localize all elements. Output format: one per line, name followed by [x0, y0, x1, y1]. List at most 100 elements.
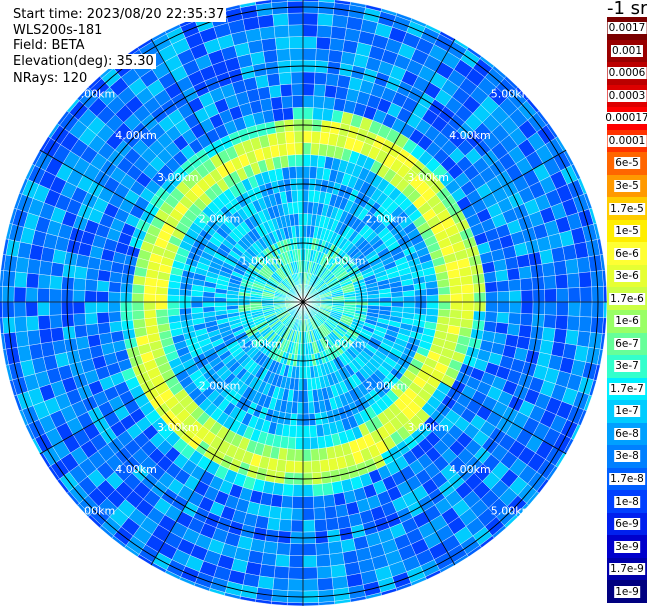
ppi-cell [277, 143, 288, 157]
ppi-cell [309, 436, 319, 450]
ppi-cell [270, 494, 283, 508]
ppi-cell [84, 312, 98, 325]
ppi-cell [496, 312, 510, 324]
ppi-cell [330, 564, 347, 578]
colorbar-swatch: 3e-6 [607, 264, 647, 288]
ppi-cell [318, 447, 329, 461]
ppi-cell [263, 49, 278, 64]
ppi-cell [287, 436, 297, 450]
colorbar-tick-label: 0.0003 [607, 89, 647, 102]
ppi-cell [108, 301, 121, 313]
ppi-cell [261, 37, 277, 52]
ppi-cell [520, 289, 534, 303]
ppi-cell [312, 483, 324, 497]
ppi-cell [302, 484, 314, 497]
start-time-text: Start time: 2023/08/20 22:35:37 [11, 7, 227, 22]
ppi-cell [259, 26, 276, 40]
ppi-cell [131, 301, 145, 312]
ppi-cell [302, 555, 318, 568]
ppi-cell [553, 260, 568, 276]
ppi-cell [27, 258, 41, 275]
ppi-cell [461, 292, 475, 303]
ppi-cell [144, 317, 158, 328]
ppi-cell [273, 565, 290, 580]
ppi-cell [426, 301, 439, 310]
ppi-cell [302, 578, 319, 592]
range-ring-label: 2.00km [366, 213, 408, 226]
ppi-cell [287, 0, 304, 2]
ppi-cell [579, 286, 593, 303]
ppi-cell [263, 540, 278, 555]
ppi-cell [391, 296, 404, 303]
ppi-cell [302, 189, 310, 202]
ppi-cell [143, 301, 156, 311]
colorbar-tick-label: 1.7e-6 [609, 292, 645, 305]
colorbar-swatch: 1e-7 [607, 400, 647, 424]
ppi-cell [297, 390, 304, 403]
ppi-cell [295, 154, 304, 167]
ppi-cell [271, 0, 288, 3]
colorbar-tick-label: 1e-7 [614, 405, 640, 418]
ppi-cell [302, 343, 306, 356]
ppi-cell [367, 297, 380, 303]
ppi-cell [302, 425, 311, 438]
ppi-cell [302, 107, 314, 120]
colorbar-tick-label: 0.00017 [604, 112, 647, 125]
colorbar-swatch: 0.0003 [607, 84, 647, 108]
ppi-cell [75, 335, 90, 351]
ppi-cell [495, 269, 509, 282]
colorbar-swatch: 3e-9 [607, 535, 647, 559]
ppi-cell [167, 301, 180, 310]
ppi-cell [287, 154, 297, 168]
ppi-cell [543, 314, 557, 329]
ppi-cell [324, 84, 338, 99]
ppi-cell [316, 554, 331, 568]
ppi-cell [190, 301, 203, 309]
ppi-cell [461, 310, 475, 321]
ppi-cell [0, 317, 4, 334]
range-ring-label: 2.00km [199, 213, 241, 226]
colorbar-swatch: 3e-7 [607, 355, 647, 379]
ppi-cell [520, 301, 534, 315]
ppi-cell [578, 316, 592, 333]
ppi-cell [298, 225, 304, 238]
ppi-cell [280, 83, 293, 97]
ppi-cell [330, 26, 347, 40]
ppi-cell [261, 552, 277, 567]
ppi-cell [14, 316, 28, 333]
ppi-cell [268, 84, 282, 99]
ppi-cell [302, 83, 315, 96]
colorbar-tick-label: 0.0001 [607, 134, 647, 147]
ppi-cell [294, 142, 304, 155]
ppi-cell [292, 107, 304, 120]
ppi-cell [335, 503, 349, 518]
ppi-cell [302, 0, 319, 2]
ppi-cell [289, 48, 304, 61]
ppi-cell [461, 283, 475, 294]
ppi-cell [190, 307, 204, 314]
ppi-cell [302, 460, 313, 474]
ppi-cell [131, 310, 145, 321]
range-ring-label: 1.00km [241, 254, 283, 267]
colorbar-tick-label: 1e-5 [614, 225, 640, 238]
ppi-cell [307, 389, 314, 403]
ppi-cell [272, 577, 289, 591]
ppi-cell [328, 540, 343, 555]
ppi-cell [155, 294, 168, 303]
ppi-cell [214, 297, 227, 303]
ppi-cell [567, 301, 581, 317]
ppi-cell [50, 262, 65, 277]
ppi-cell [287, 12, 304, 26]
ppi-cell [288, 166, 297, 179]
range-ring-label: 2.00km [199, 379, 241, 392]
ppi-cell [255, 0, 272, 5]
colorbar-tick-label: 6e-7 [614, 337, 640, 350]
ppi-cell [461, 301, 475, 312]
ppi-cell [565, 329, 579, 346]
ppi-cell [266, 517, 281, 531]
ppi-cell [544, 301, 557, 316]
ppi-cell [0, 301, 3, 319]
ppi-cell [309, 154, 319, 168]
ppi-cell [72, 289, 86, 303]
ppi-cell [484, 281, 498, 293]
